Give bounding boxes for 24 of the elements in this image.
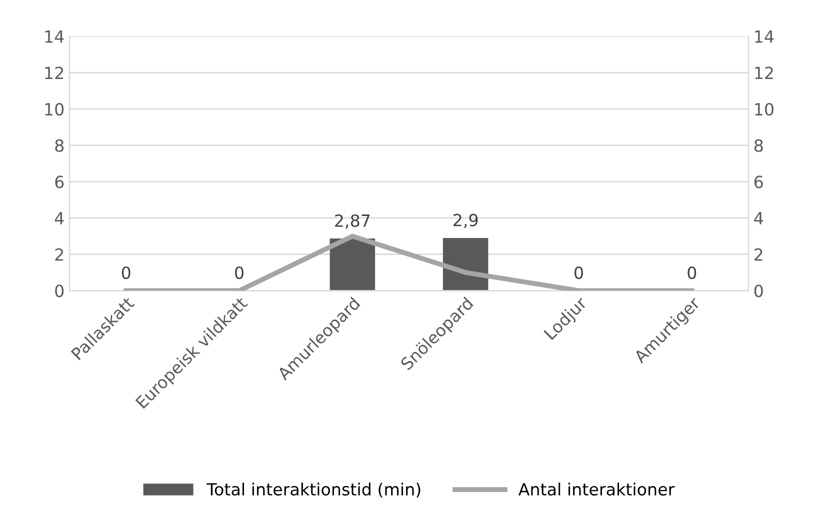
data-label: 2,87 (335, 214, 370, 229)
y-tick-label: 0 (55, 284, 64, 298)
y2-tick-label: 12 (755, 66, 773, 79)
y-tick-label: 10 (45, 102, 64, 116)
data-label: 0 (688, 266, 696, 280)
y-tick-label: 12 (45, 66, 63, 79)
y2-tick-label: 14 (755, 30, 774, 43)
legend-label: Total interaktionstid (min) (206, 482, 420, 498)
y2-tick-label: 2 (754, 248, 762, 261)
y2-tick-label: 10 (755, 102, 774, 116)
data-label: 0 (574, 266, 583, 280)
data-label: 2,9 (454, 214, 478, 228)
y2-tick-label: 0 (754, 284, 763, 298)
y2-tick-label: 8 (754, 139, 763, 152)
y2-tick-label: 6 (754, 176, 763, 188)
y-tick-label: 6 (55, 176, 64, 188)
y-tick-label: 2 (55, 248, 63, 261)
y-tick-label: 14 (45, 30, 64, 43)
y-tick-label: 4 (54, 212, 64, 224)
legend-label: Antal interaktioner (518, 482, 675, 496)
y-tick-label: 8 (55, 139, 64, 152)
data-label: 0 (122, 266, 130, 280)
y2-tick-label: 4 (754, 212, 763, 224)
data-label: 0 (235, 266, 244, 280)
